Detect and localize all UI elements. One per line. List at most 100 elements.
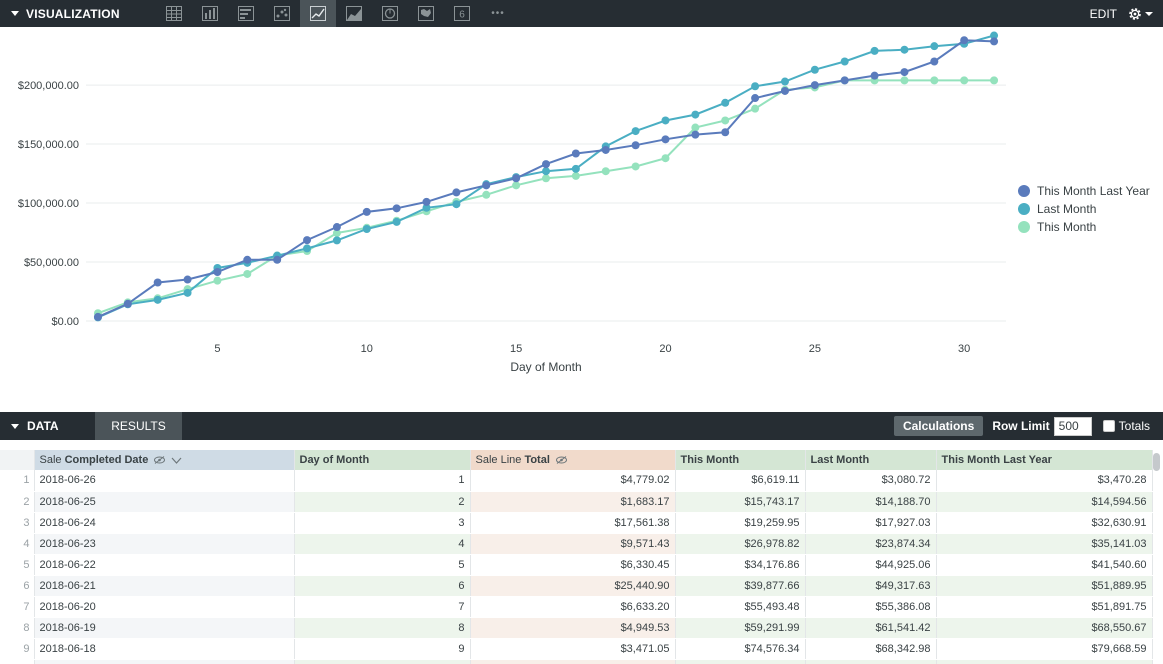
data-point bbox=[512, 181, 521, 190]
column-vis-icon[interactable] bbox=[192, 0, 228, 27]
table-cell: 2018-06-21 bbox=[34, 575, 295, 597]
table-cell: 2018-06-25 bbox=[34, 491, 295, 513]
collapse-data-icon[interactable] bbox=[11, 423, 19, 429]
table-cell: $59,291.99 bbox=[675, 617, 806, 639]
edit-button[interactable]: EDIT bbox=[1089, 6, 1117, 21]
data-point bbox=[930, 42, 939, 51]
row-index: 8 bbox=[0, 617, 35, 639]
table-cell: $3,470.28 bbox=[936, 470, 1153, 492]
data-point bbox=[691, 130, 700, 139]
data-point bbox=[273, 255, 282, 264]
table-cell: $4,949.53 bbox=[470, 617, 676, 639]
table-scrollbar[interactable] bbox=[1153, 453, 1160, 471]
data-point bbox=[661, 154, 670, 163]
table-cell: $9,571.43 bbox=[470, 533, 676, 555]
column-header[interactable]: Sale Line Total bbox=[470, 450, 676, 470]
data-point bbox=[512, 174, 521, 183]
pie-vis-icon[interactable] bbox=[372, 0, 408, 27]
data-point bbox=[183, 275, 192, 284]
hidden-eye-icon[interactable] bbox=[555, 456, 567, 464]
calculations-button[interactable]: Calculations bbox=[893, 416, 984, 436]
table-cell: $4,779.02 bbox=[470, 470, 676, 492]
data-point bbox=[810, 65, 819, 74]
data-point bbox=[780, 77, 789, 86]
legend-label: Last Month bbox=[1037, 202, 1097, 216]
data-point bbox=[900, 68, 909, 77]
data-point bbox=[243, 269, 252, 278]
table-cell: $3,471.05 bbox=[470, 638, 676, 660]
chart-legend: This Month Last Year Last Month This Month bbox=[1018, 182, 1150, 236]
legend-item[interactable]: This Month Last Year bbox=[1018, 182, 1150, 200]
table-cell: $51,889.95 bbox=[936, 575, 1153, 597]
data-point bbox=[362, 224, 371, 233]
column-header[interactable]: Sale Completed Date bbox=[34, 450, 295, 470]
legend-item[interactable]: This Month bbox=[1018, 218, 1150, 236]
table-cell: $44,925.06 bbox=[805, 554, 937, 576]
collapse-visualization-icon[interactable] bbox=[11, 11, 19, 16]
tab-results[interactable]: RESULTS bbox=[95, 412, 182, 440]
table-cell: 3 bbox=[294, 512, 471, 534]
more-vis-types-icon[interactable]: ••• bbox=[491, 8, 505, 19]
column-header-label: Last Month bbox=[810, 454, 870, 466]
table-cell: $14,594.56 bbox=[936, 491, 1153, 513]
area-vis-icon[interactable] bbox=[336, 0, 372, 27]
hidden-eye-icon[interactable] bbox=[154, 456, 166, 464]
table-cell: 7 bbox=[294, 596, 471, 618]
data-point bbox=[482, 181, 491, 190]
data-point bbox=[303, 244, 312, 253]
y-tick-label: $100,000.00 bbox=[18, 198, 79, 210]
totals-checkbox[interactable] bbox=[1102, 420, 1115, 432]
data-point bbox=[303, 236, 312, 245]
table-cell: $34,176.86 bbox=[675, 554, 806, 576]
table-cell: $61,541.42 bbox=[805, 617, 937, 639]
row-limit-input[interactable] bbox=[1053, 416, 1092, 436]
chevron-down-icon[interactable] bbox=[171, 457, 182, 464]
single-value-vis-icon[interactable]: 6 bbox=[444, 0, 480, 27]
table-cell: $26,978.82 bbox=[675, 533, 806, 555]
x-tick-label: 25 bbox=[809, 343, 821, 355]
table-cell: 2018-06-24 bbox=[34, 512, 295, 534]
table-cell: $41,540.60 bbox=[936, 554, 1153, 576]
row-index: 10 bbox=[0, 659, 35, 664]
data-title[interactable]: DATA bbox=[27, 419, 59, 433]
x-tick-label: 20 bbox=[659, 343, 671, 355]
table-cell: $49,317.63 bbox=[805, 575, 937, 597]
table-cell: $74,576.34 bbox=[675, 638, 806, 660]
bar-vis-icon[interactable] bbox=[228, 0, 264, 27]
data-point bbox=[571, 164, 580, 173]
map-vis-icon[interactable] bbox=[408, 0, 444, 27]
column-header[interactable]: Day of Month bbox=[294, 450, 471, 470]
table-row: 3 2018-06-24 3 $17,561.38 $19,259.95 $17,927.… bbox=[0, 512, 1153, 534]
data-point bbox=[661, 135, 670, 144]
y-tick-label: $50,000.00 bbox=[24, 257, 79, 269]
visualization-title[interactable]: VISUALIZATION bbox=[26, 6, 120, 21]
data-point bbox=[452, 200, 461, 209]
table-cell: $17,927.03 bbox=[805, 512, 937, 534]
x-axis-label: Day of Month bbox=[510, 360, 581, 374]
table-cell: $39,877.66 bbox=[675, 575, 806, 597]
column-header[interactable]: This Month Last Year bbox=[936, 450, 1153, 470]
table-cell: 4 bbox=[294, 533, 471, 555]
row-index-header bbox=[0, 450, 35, 470]
data-point bbox=[691, 110, 700, 119]
column-header[interactable]: Last Month bbox=[805, 450, 937, 470]
data-point bbox=[631, 141, 640, 150]
column-header[interactable]: This Month bbox=[675, 450, 806, 470]
table-row: 9 2018-06-18 9 $3,471.05 $74,576.34 $68,342.9… bbox=[0, 638, 1153, 660]
table-row: 2 2018-06-25 2 $1,683.17 $15,743.17 $14,188.7… bbox=[0, 491, 1153, 513]
data-point bbox=[93, 312, 102, 321]
table-cell: $6,330.45 bbox=[470, 554, 676, 576]
line-vis-icon[interactable] bbox=[300, 0, 336, 27]
x-tick-label: 30 bbox=[958, 343, 970, 355]
table-cell: 8 bbox=[294, 617, 471, 639]
settings-menu[interactable] bbox=[1127, 6, 1153, 22]
data-point bbox=[751, 82, 760, 91]
table-vis-icon[interactable] bbox=[156, 0, 192, 27]
data-point bbox=[153, 295, 162, 304]
scatter-vis-icon[interactable] bbox=[264, 0, 300, 27]
legend-item[interactable]: Last Month bbox=[1018, 200, 1150, 218]
data-point bbox=[960, 36, 969, 45]
data-point bbox=[900, 45, 909, 54]
table-cell bbox=[34, 659, 295, 664]
table-row: 10 bbox=[0, 659, 1153, 664]
